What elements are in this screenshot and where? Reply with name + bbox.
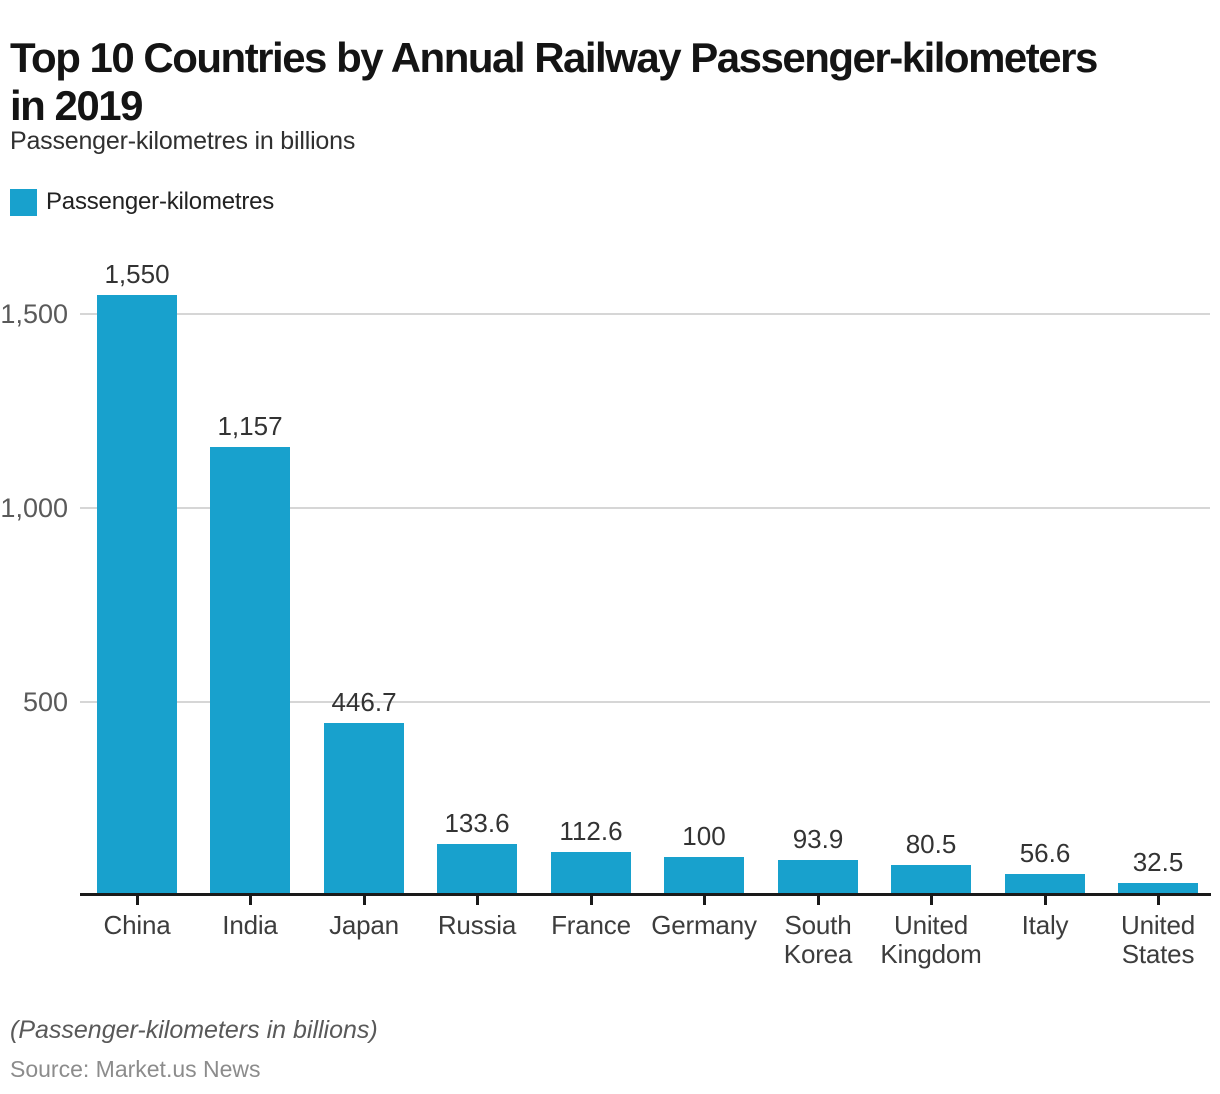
x-axis-label-south-korea: South Korea	[783, 910, 853, 969]
chart-subtitle: Passenger-kilometres in billions	[10, 127, 356, 155]
x-axis-tick	[1157, 896, 1160, 905]
value-label-japan: 446.7	[331, 687, 397, 717]
legend: Passenger-kilometres	[10, 188, 274, 216]
bar-south-korea[interactable]	[778, 860, 858, 896]
bar-germany[interactable]	[664, 857, 744, 896]
x-axis-tick	[363, 896, 366, 905]
x-axis-tick	[476, 896, 479, 905]
value-label-south-korea: 93.9	[792, 824, 844, 854]
legend-label[interactable]: Passenger-kilometres	[46, 188, 275, 215]
x-axis-label-italy: Italy	[1021, 910, 1069, 940]
bar-china[interactable]	[97, 295, 177, 896]
x-axis-line	[80, 893, 1211, 896]
gridline	[80, 507, 1210, 509]
x-axis-tick	[817, 896, 820, 905]
value-label-germany: 100	[682, 821, 726, 851]
legend-swatch-icon[interactable]	[10, 188, 37, 216]
value-label-italy: 56.6	[1019, 838, 1071, 868]
bar-france[interactable]	[551, 852, 631, 896]
x-axis-label-japan: Japan	[329, 910, 399, 940]
x-axis-tick	[703, 896, 706, 905]
bar-italy[interactable]	[1005, 874, 1085, 896]
bar-india[interactable]	[210, 447, 290, 896]
x-axis-label-russia: Russia	[437, 910, 517, 940]
x-axis-label-france: France	[551, 910, 631, 940]
source-credit: Source: Market.us News	[10, 1056, 261, 1082]
x-axis-tick	[1044, 896, 1047, 905]
x-axis-label-china: China	[103, 910, 171, 940]
value-label-france: 112.6	[559, 816, 623, 846]
gridline	[80, 701, 1210, 703]
value-label-china: 1,550	[104, 259, 170, 289]
bar-united-kingdom[interactable]	[891, 865, 971, 896]
x-axis-tick	[136, 896, 139, 905]
x-axis-label-india: India	[222, 910, 278, 940]
bar-japan[interactable]	[324, 723, 404, 896]
x-axis-label-united-kingdom: United Kingdom	[880, 910, 982, 969]
gridline	[80, 313, 1210, 315]
y-axis-label: 1,500	[0, 299, 68, 329]
chart-title-line2: in 2019	[10, 82, 143, 130]
value-label-russia: 133.6	[444, 808, 510, 838]
x-axis-label-united-states: United States	[1121, 910, 1195, 969]
x-axis-label-germany: Germany	[651, 910, 757, 940]
value-label-united-states: 32.5	[1132, 847, 1184, 877]
x-axis-tick	[249, 896, 252, 905]
x-axis-tick	[930, 896, 933, 905]
bar-russia[interactable]	[437, 844, 517, 896]
footnote: (Passenger-kilometers in billions)	[10, 1016, 378, 1044]
bar-united-states[interactable]	[1118, 883, 1198, 896]
chart-title-line1: Top 10 Countries by Annual Railway Passe…	[10, 34, 1098, 82]
chart-title: Top 10 Countries by Annual Railway Passe…	[10, 34, 1098, 130]
value-label-india: 1,157	[217, 411, 283, 441]
value-label-united-kingdom: 80.5	[905, 829, 957, 859]
y-axis-label: 500	[22, 687, 68, 717]
x-axis-tick	[590, 896, 593, 905]
y-axis-label: 1,000	[0, 493, 68, 523]
